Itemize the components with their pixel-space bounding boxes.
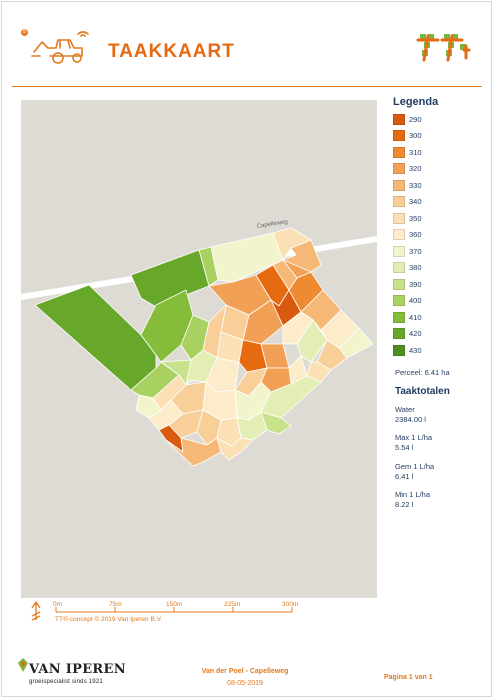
- legend-swatch: [393, 245, 405, 257]
- footer-project: Van der Poel - Capelleweg: [201, 668, 289, 675]
- legend-swatch: [393, 179, 405, 191]
- total-label: Min 1 L/ha: [395, 490, 431, 499]
- legend-item: 360: [393, 227, 483, 244]
- legend-label: 330: [409, 180, 422, 190]
- legend-swatch: [393, 146, 405, 158]
- road-label: Capelleweg: [256, 219, 288, 230]
- legend-label: 390: [409, 279, 422, 289]
- copyright-text: TT®-concept © 2019 Van Iperen B.V.: [55, 616, 163, 623]
- legend-list: 290 300 310 320 330 340 350 360 370 380 390 400 410 4…: [393, 111, 483, 359]
- tractor-icon: [30, 26, 98, 73]
- footer-tagline: groeispecialist sinds 1921: [29, 679, 103, 685]
- legend-item: 370: [393, 243, 483, 260]
- legend-swatch: [393, 278, 405, 290]
- legend-swatch: [393, 344, 405, 356]
- header-badge: 8: [21, 29, 28, 36]
- legend-label: 370: [409, 246, 422, 256]
- legend-swatch: [393, 130, 405, 142]
- total-label: Gem 1 L/ha: [395, 462, 435, 471]
- legend-item: 330: [393, 177, 483, 194]
- tt-logo-icon: [414, 30, 472, 69]
- scale-tick-label: 75m: [109, 601, 122, 608]
- legend-label: 410: [409, 312, 422, 322]
- legend-item: 300: [393, 128, 483, 145]
- legend-label: 310: [409, 147, 422, 157]
- legend-swatch: [393, 295, 405, 307]
- total-label: Max 1 L/ha: [395, 433, 433, 442]
- footer-page-number: Pagina 1 van 1: [384, 674, 433, 681]
- legend-item: 290: [393, 111, 483, 128]
- scale-tick-label: 300m: [282, 601, 298, 608]
- footer-date: 08-05-2019: [227, 680, 263, 687]
- parcel-area: Perceel: 6.41 ha: [395, 368, 450, 377]
- legend-item: 380: [393, 260, 483, 277]
- total-label: Water: [395, 405, 415, 414]
- scale-tick-label: 0m: [53, 601, 62, 608]
- total-value: 8.22 l: [395, 500, 414, 509]
- legend-label: 350: [409, 213, 422, 223]
- legend-item: 420: [393, 326, 483, 343]
- legend-item: 390: [393, 276, 483, 293]
- legend-label: 360: [409, 230, 422, 240]
- scale-tick-label: 225m: [224, 601, 240, 608]
- legend-swatch: [393, 212, 405, 224]
- legend-label: 290: [409, 114, 422, 124]
- legend-label: 300: [409, 131, 422, 141]
- legend-label: 380: [409, 263, 422, 273]
- legend-item: 410: [393, 309, 483, 326]
- task-map: Capelleweg: [21, 100, 377, 598]
- legend-item: 340: [393, 194, 483, 211]
- total-water: Water 2384.00 l: [395, 405, 426, 425]
- legend-swatch: [393, 311, 405, 323]
- legend-item: 320: [393, 161, 483, 178]
- total-max: Max 1 L/ha 5.54 l: [395, 433, 432, 453]
- total-value: 5.54 l: [395, 443, 414, 452]
- scale-bar: 0m 75m 150m 225m 300m: [26, 598, 326, 633]
- legend-swatch: [393, 196, 405, 208]
- footer-brand: VAN IPEREN: [29, 662, 126, 677]
- legend-item: 350: [393, 210, 483, 227]
- legend-item: 430: [393, 342, 483, 359]
- legend-swatch: [393, 328, 405, 340]
- total-avg: Gem 1 L/ha 6.41 l: [395, 462, 434, 482]
- legend-swatch: [393, 113, 405, 125]
- legend-label: 420: [409, 329, 422, 339]
- van-iperen-logo-icon: [18, 658, 28, 677]
- legend-item: 310: [393, 144, 483, 161]
- legend-label: 320: [409, 164, 422, 174]
- legend-label: 430: [409, 345, 422, 355]
- page-title: TAAKKAART: [108, 41, 235, 62]
- legend-label: 340: [409, 197, 422, 207]
- legend-label: 400: [409, 296, 422, 306]
- legend-title: Legenda: [393, 96, 439, 108]
- total-value: 2384.00 l: [395, 415, 426, 424]
- legend-swatch: [393, 163, 405, 175]
- scale-tick-label: 150m: [166, 601, 182, 608]
- header-divider: [12, 86, 482, 87]
- total-value: 6.41 l: [395, 472, 414, 481]
- legend-swatch: [393, 262, 405, 274]
- legend-swatch: [393, 229, 405, 241]
- legend-item: 400: [393, 293, 483, 310]
- total-min: Min 1 L/ha 8.22 l: [395, 490, 430, 510]
- totals-title: Taaktotalen: [395, 386, 450, 397]
